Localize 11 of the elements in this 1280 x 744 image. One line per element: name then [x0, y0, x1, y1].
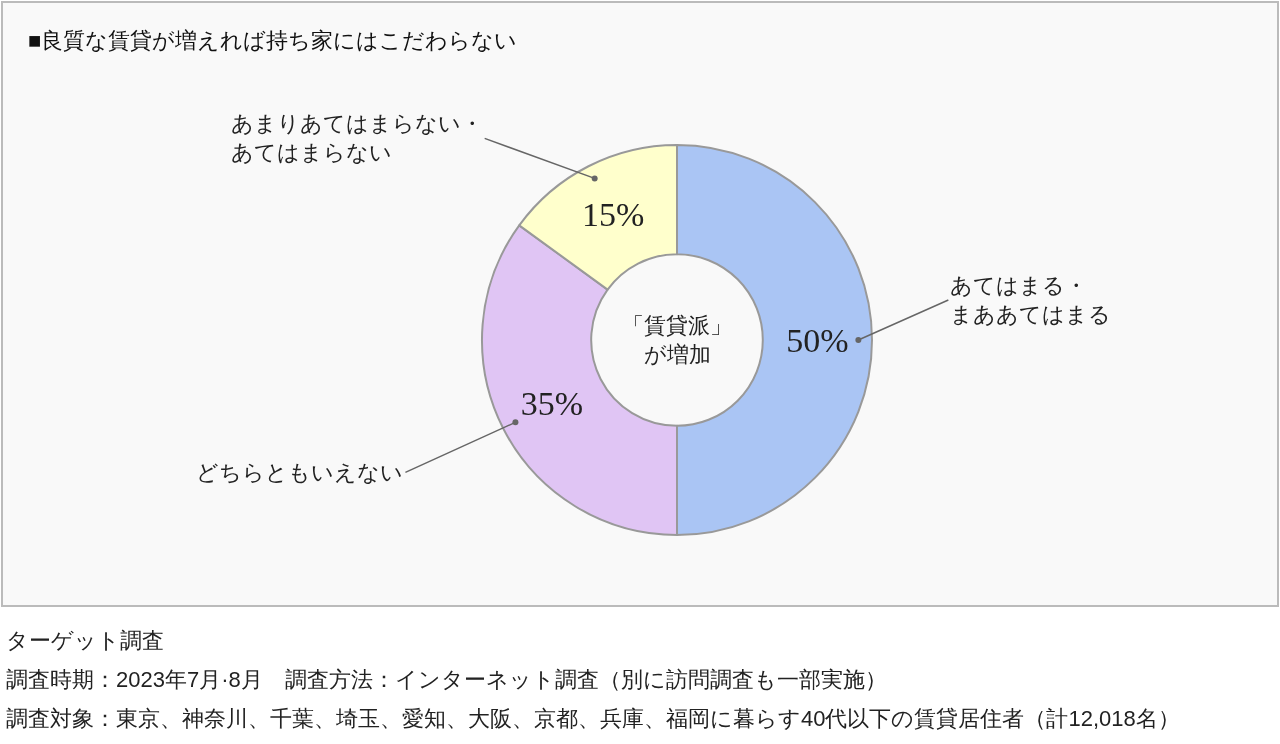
text: 調査時期：2023年7月·8月 調査方法：インターネット調査（別に訪問調査も一部実施） — [6, 667, 887, 692]
slice-label: あまりあてはまらない・あてはまらない — [231, 111, 483, 165]
slice-label: どちらともいえない — [196, 460, 403, 485]
text: 「賃貸派」が増加 — [622, 313, 732, 367]
slice-label: あてはまる・まああてはまる — [950, 273, 1111, 327]
data-label: 15% — [582, 196, 645, 234]
data-label: 50% — [786, 321, 849, 359]
data-label: 35% — [520, 385, 584, 423]
chart-title: ■良質な賃貸が増えれば持ち家にはこだわらない — [28, 27, 518, 53]
text: ターゲット調査 — [6, 628, 164, 653]
text: 調査対象：東京、神奈川、千葉、埼玉、愛知、大阪、京都、兵庫、福岡に暮らす40代以下の賃貸居住者（計12,018名） — [6, 706, 1180, 731]
